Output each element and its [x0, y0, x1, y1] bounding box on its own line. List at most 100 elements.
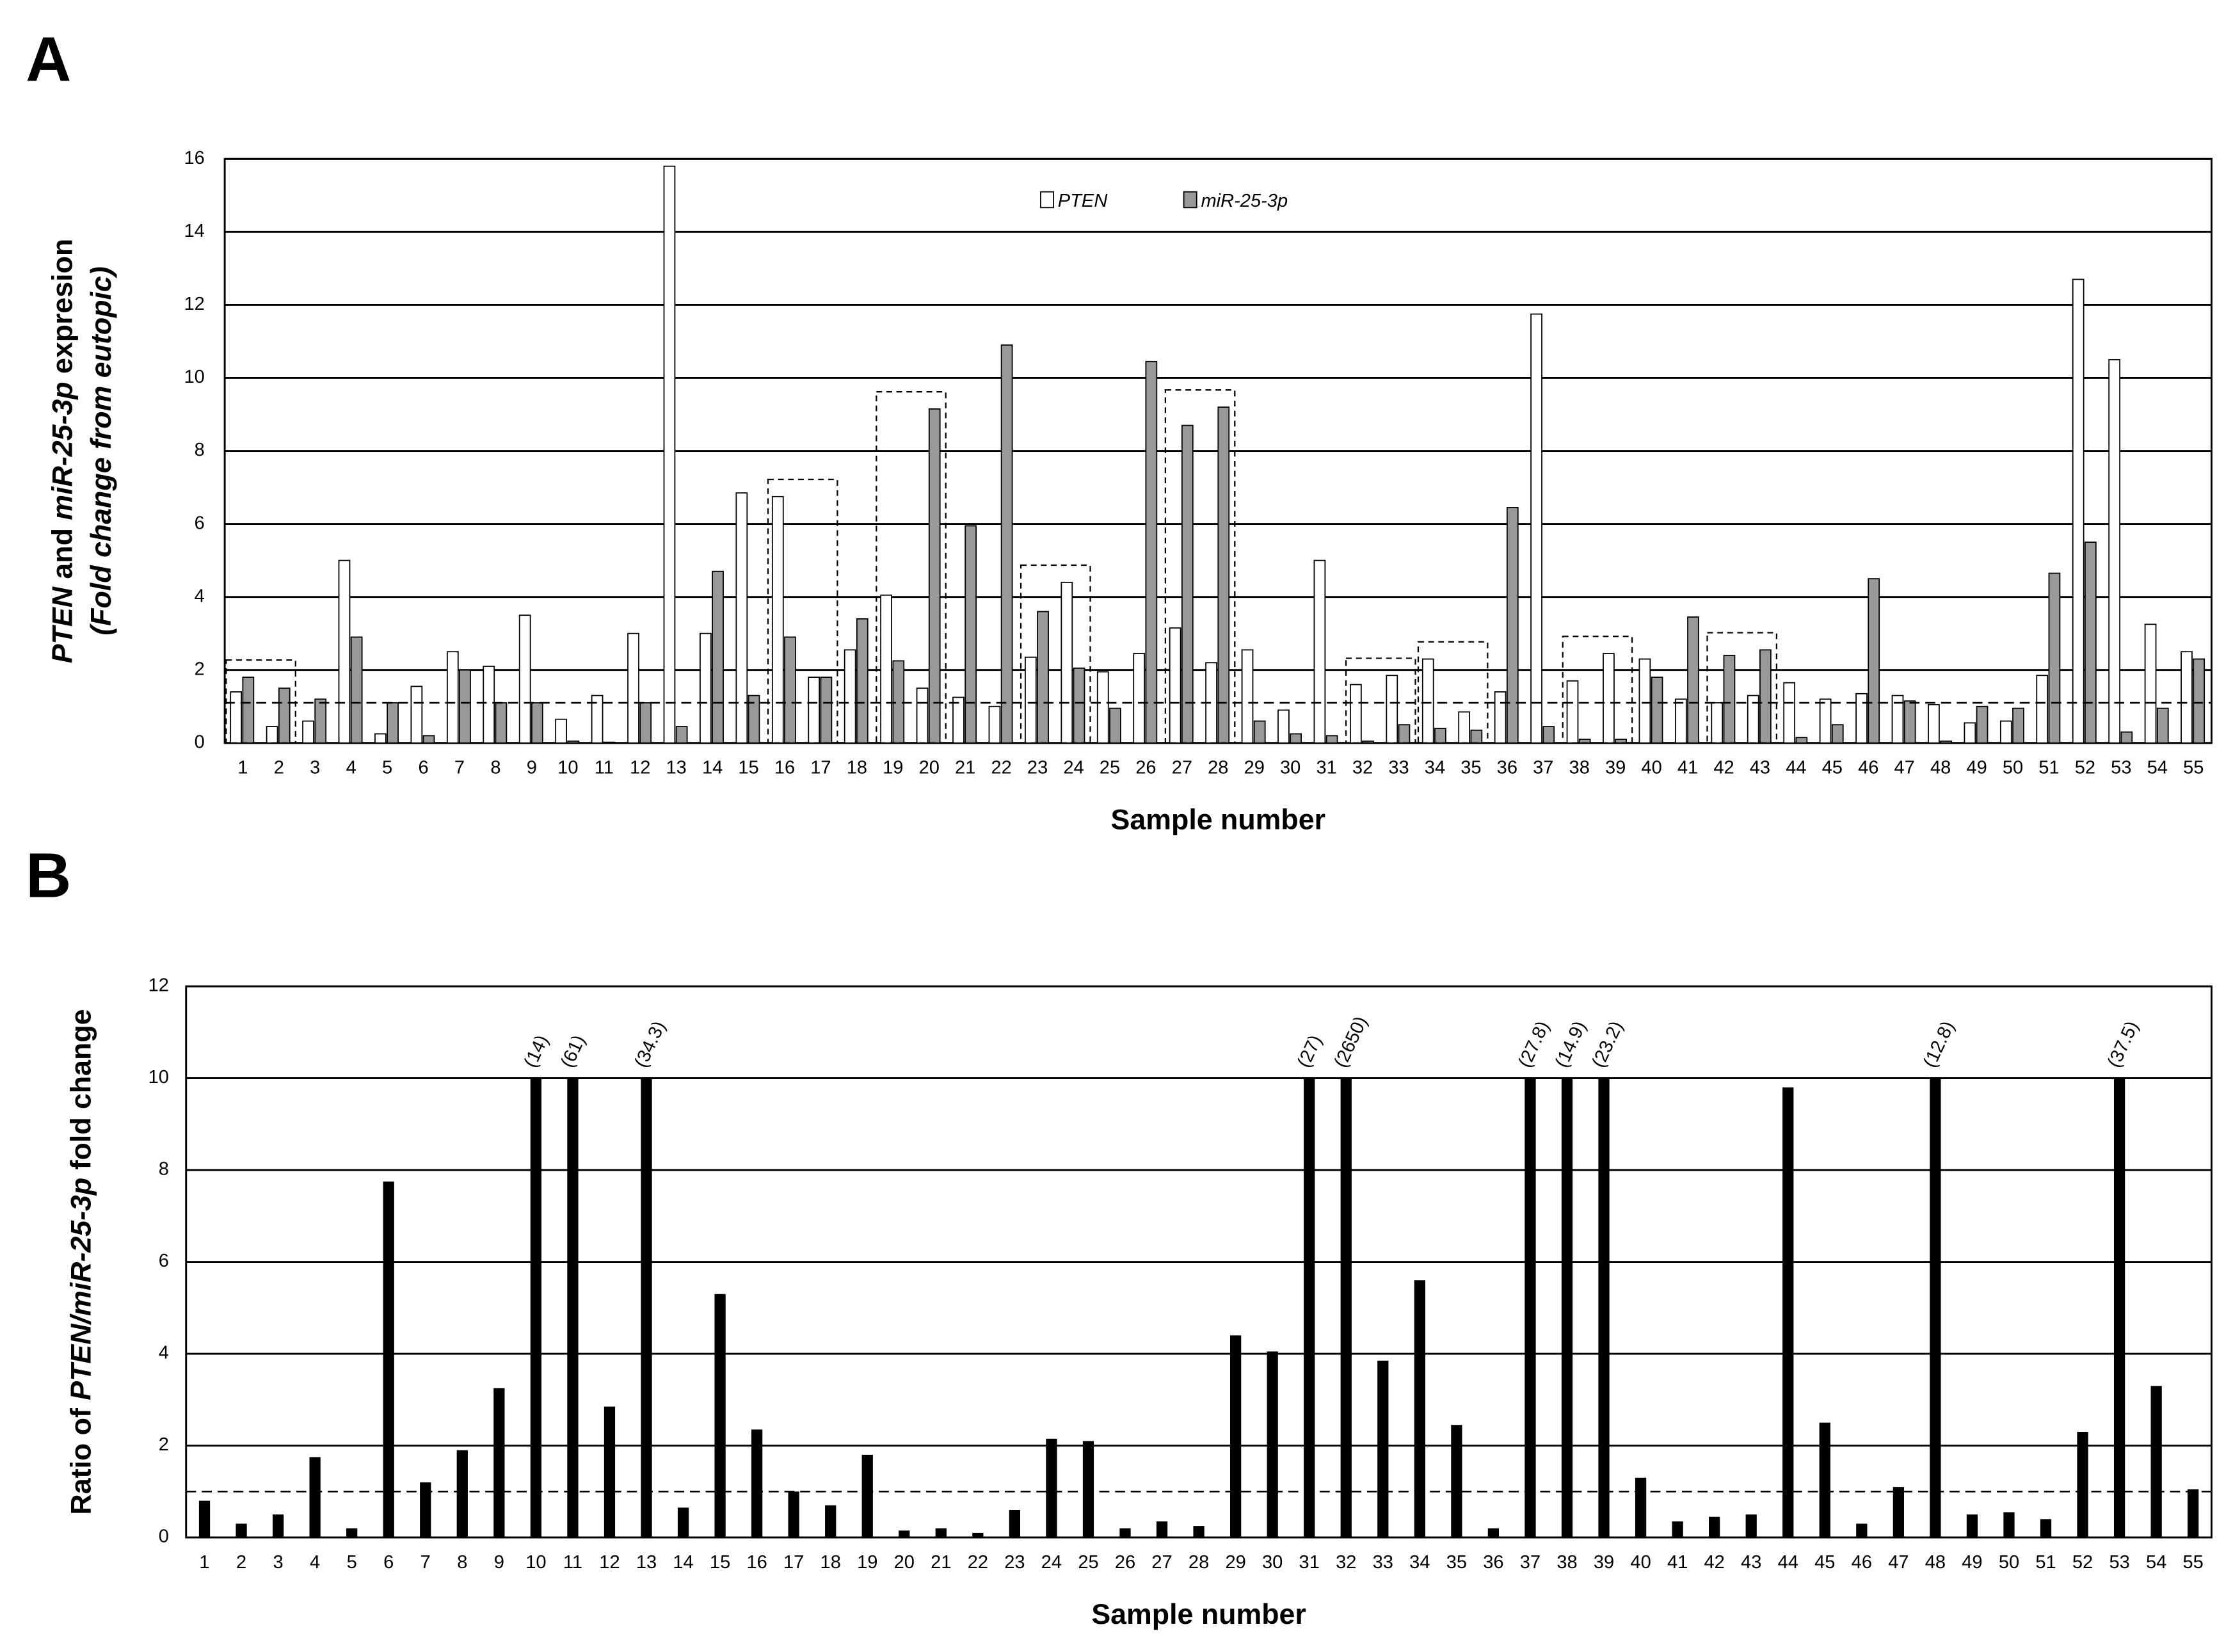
bar: [663, 165, 676, 744]
x-tick-label: 9: [527, 758, 537, 778]
bar: [1025, 656, 1037, 744]
y-tick-label: 6: [195, 513, 205, 533]
bar: [627, 632, 639, 744]
y-tick-label: 6: [159, 1251, 169, 1271]
legend-swatch: [1040, 191, 1054, 209]
bar: [2193, 658, 2205, 744]
bar: [2156, 707, 2169, 744]
bar: [1073, 667, 1085, 744]
bar: [1819, 1422, 1830, 1538]
bar: [952, 696, 964, 744]
bar: [1398, 724, 1411, 744]
x-tick-label: 41: [1677, 758, 1698, 778]
bar: [1253, 720, 1266, 744]
x-tick-label: 27: [1151, 1552, 1172, 1573]
x-axis-title: Sample number: [1091, 1599, 1306, 1630]
bar: [1217, 406, 1230, 744]
bar: [1181, 424, 1194, 744]
bar: [1709, 1516, 1720, 1538]
bar: [1868, 578, 1880, 744]
bar: [1964, 722, 1976, 744]
bar: [2003, 1512, 2015, 1538]
x-tick-label: 43: [1750, 758, 1770, 778]
y-axis-title-part: expresion: [47, 239, 78, 382]
bar: [1349, 684, 1362, 744]
panel-label: A: [26, 24, 71, 95]
x-tick-label: 2: [236, 1552, 246, 1573]
bar: [198, 1500, 211, 1538]
y-tick-label: 0: [195, 732, 205, 752]
x-tick-label: 20: [894, 1552, 915, 1573]
bar: [2113, 1078, 2125, 1538]
bar: [1109, 707, 1121, 744]
bar: [820, 677, 833, 744]
x-tick-label: 45: [1822, 758, 1843, 778]
x-tick-label: 1: [237, 758, 248, 778]
bar: [1230, 1335, 1242, 1538]
bar: [1893, 1487, 1904, 1538]
bar: [964, 525, 977, 744]
bar: [1638, 658, 1651, 744]
bar: [748, 694, 760, 744]
bar: [2150, 1386, 2162, 1538]
x-tick-label: 31: [1316, 758, 1336, 778]
bar: [1598, 1078, 1610, 1538]
x-tick-label: 22: [991, 758, 1011, 778]
bar: [735, 492, 748, 744]
x-tick-label: 4: [310, 1552, 320, 1573]
x-tick-label: 13: [636, 1552, 657, 1573]
bar: [1711, 702, 1724, 744]
x-tick-label: 47: [1888, 1552, 1909, 1573]
y-tick-label: 16: [184, 148, 204, 168]
x-tick-label: 50: [1999, 1552, 2019, 1573]
bar: [1421, 658, 1434, 744]
bar: [1561, 1078, 1573, 1538]
bar: [1082, 1441, 1094, 1538]
x-tick-label: 19: [857, 1552, 877, 1573]
y-tick-label: 4: [195, 586, 205, 606]
x-tick-label: 12: [630, 758, 650, 778]
bar: [1451, 1425, 1462, 1538]
x-tick-label: 12: [599, 1552, 620, 1573]
bar: [1377, 1360, 1389, 1538]
bar: [880, 594, 892, 744]
bar: [2077, 1432, 2088, 1538]
bar: [603, 741, 616, 744]
bar: [1651, 677, 1663, 744]
x-tick-label: 55: [2183, 1552, 2204, 1573]
x-tick-label: 38: [1569, 758, 1590, 778]
x-tick-label: 41: [1667, 1552, 1688, 1573]
group-box: [767, 478, 838, 744]
bar: [784, 636, 796, 744]
x-tick-label: 29: [1225, 1552, 1245, 1573]
legend-label: miR-25-3p: [1201, 191, 1288, 211]
bar: [1009, 1510, 1021, 1538]
x-tick-label: 52: [2072, 1552, 2093, 1573]
bar: [861, 1454, 873, 1538]
x-tick-label: 5: [382, 758, 392, 778]
bar: [1290, 733, 1302, 744]
x-tick-label: 2: [274, 758, 284, 778]
x-tick-label: 23: [1027, 758, 1048, 778]
bar: [1060, 581, 1073, 744]
bar: [788, 1491, 799, 1538]
bar: [387, 702, 399, 744]
bar: [278, 687, 291, 744]
bar: [567, 741, 580, 744]
x-tick-label: 38: [1557, 1552, 1577, 1573]
y-axis-title: PTEN and miR-25-3p expresion: [47, 239, 78, 664]
bar: [1313, 559, 1326, 744]
x-tick-label: 15: [710, 1552, 730, 1573]
legend-label: PTEN: [1058, 191, 1108, 211]
bar: [1674, 698, 1687, 744]
x-tick-label: 10: [525, 1552, 546, 1573]
bar: [1723, 655, 1736, 744]
bar: [1267, 1351, 1278, 1538]
x-tick-label: 18: [847, 758, 867, 778]
bar: [2048, 572, 2061, 744]
bar: [230, 691, 243, 744]
x-tick-label: 24: [1063, 758, 1084, 778]
bar: [700, 632, 712, 744]
bar: [1783, 682, 1796, 744]
